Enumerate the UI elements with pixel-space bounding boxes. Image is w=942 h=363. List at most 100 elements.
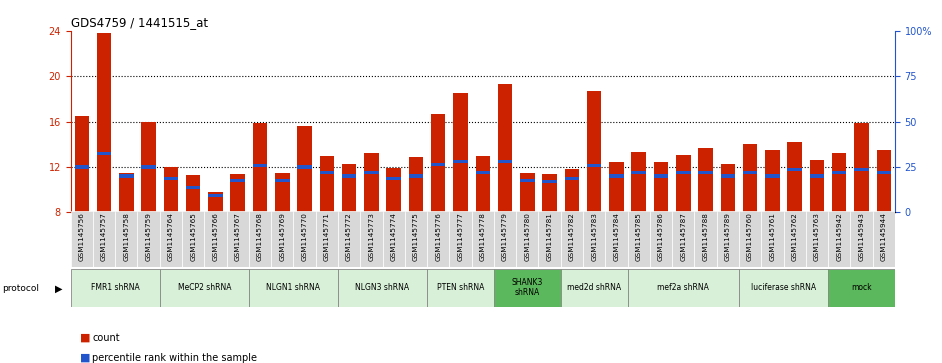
Bar: [252, 123, 268, 212]
Bar: [382, 211, 405, 267]
Bar: [453, 93, 468, 212]
Text: GSM1145764: GSM1145764: [168, 212, 174, 261]
Bar: [654, 175, 668, 178]
Bar: [271, 211, 293, 267]
Bar: [338, 269, 427, 307]
Bar: [119, 173, 134, 212]
Bar: [609, 163, 624, 212]
Bar: [227, 211, 249, 267]
Bar: [115, 211, 138, 267]
Bar: [743, 171, 757, 174]
Text: mef2a shRNA: mef2a shRNA: [658, 283, 709, 292]
Bar: [342, 164, 356, 212]
Bar: [298, 166, 312, 168]
Text: GSM1145756: GSM1145756: [79, 212, 85, 261]
Bar: [851, 211, 872, 267]
Text: GSM1145778: GSM1145778: [479, 212, 486, 261]
Bar: [810, 160, 824, 212]
Bar: [761, 211, 784, 267]
Text: GSM1145768: GSM1145768: [257, 212, 263, 261]
Bar: [784, 211, 805, 267]
Text: MeCP2 shRNA: MeCP2 shRNA: [177, 283, 231, 292]
Bar: [676, 155, 690, 212]
Bar: [231, 179, 245, 182]
Text: GSM1145763: GSM1145763: [814, 212, 820, 261]
Bar: [249, 211, 271, 267]
Bar: [208, 192, 222, 212]
Bar: [872, 211, 895, 267]
Bar: [494, 269, 560, 307]
Bar: [365, 171, 379, 174]
Text: GSM1145759: GSM1145759: [146, 212, 152, 261]
Bar: [342, 175, 356, 178]
Bar: [449, 211, 472, 267]
Text: GSM1145767: GSM1145767: [235, 212, 241, 261]
Bar: [743, 144, 757, 212]
Bar: [560, 211, 583, 267]
Bar: [409, 175, 423, 178]
Bar: [828, 269, 895, 307]
Bar: [249, 269, 338, 307]
Text: FMR1 shRNA: FMR1 shRNA: [90, 283, 139, 292]
Bar: [788, 142, 802, 212]
Bar: [275, 179, 289, 182]
Bar: [298, 126, 312, 212]
Text: count: count: [92, 333, 120, 343]
Bar: [721, 175, 735, 178]
Bar: [788, 168, 802, 171]
Text: GSM1145789: GSM1145789: [724, 212, 731, 261]
Bar: [252, 164, 268, 167]
Bar: [698, 171, 713, 174]
Text: GSM1145774: GSM1145774: [391, 212, 397, 261]
Bar: [231, 174, 245, 212]
Bar: [476, 171, 490, 174]
Bar: [543, 174, 557, 212]
Bar: [97, 33, 111, 212]
Bar: [74, 116, 89, 212]
Bar: [564, 177, 579, 180]
Text: mock: mock: [852, 283, 871, 292]
Bar: [539, 211, 560, 267]
Text: GSM1145776: GSM1145776: [435, 212, 441, 261]
Text: GSM1145771: GSM1145771: [324, 212, 330, 261]
Text: GDS4759 / 1441515_at: GDS4759 / 1441515_at: [71, 16, 208, 29]
Bar: [409, 157, 423, 212]
Text: GSM1145761: GSM1145761: [770, 212, 775, 261]
Text: GSM1145784: GSM1145784: [613, 212, 620, 261]
Bar: [854, 123, 869, 212]
Bar: [386, 177, 401, 180]
Bar: [810, 175, 824, 178]
Bar: [476, 156, 490, 212]
Bar: [606, 211, 627, 267]
Text: GSM1145760: GSM1145760: [747, 212, 753, 261]
Bar: [627, 269, 739, 307]
Bar: [204, 211, 227, 267]
Bar: [520, 179, 534, 182]
Bar: [650, 211, 673, 267]
Bar: [832, 153, 847, 212]
Bar: [832, 171, 847, 174]
Text: GSM1145779: GSM1145779: [502, 212, 508, 261]
Bar: [141, 122, 155, 212]
Bar: [293, 211, 316, 267]
Text: NLGN3 shRNA: NLGN3 shRNA: [355, 283, 410, 292]
Text: GSM1145786: GSM1145786: [658, 212, 664, 261]
Text: luciferase shRNA: luciferase shRNA: [751, 283, 816, 292]
Bar: [631, 171, 646, 174]
Bar: [609, 175, 624, 178]
Bar: [805, 211, 828, 267]
Bar: [141, 166, 155, 168]
Bar: [717, 211, 739, 267]
Bar: [119, 175, 134, 178]
Bar: [186, 175, 201, 212]
Bar: [405, 211, 427, 267]
Bar: [543, 180, 557, 183]
Bar: [520, 173, 534, 212]
Text: GSM1145942: GSM1145942: [836, 212, 842, 261]
Bar: [338, 211, 360, 267]
Bar: [497, 84, 512, 212]
Bar: [627, 211, 650, 267]
Bar: [160, 211, 182, 267]
Bar: [164, 177, 178, 180]
Bar: [765, 175, 780, 178]
